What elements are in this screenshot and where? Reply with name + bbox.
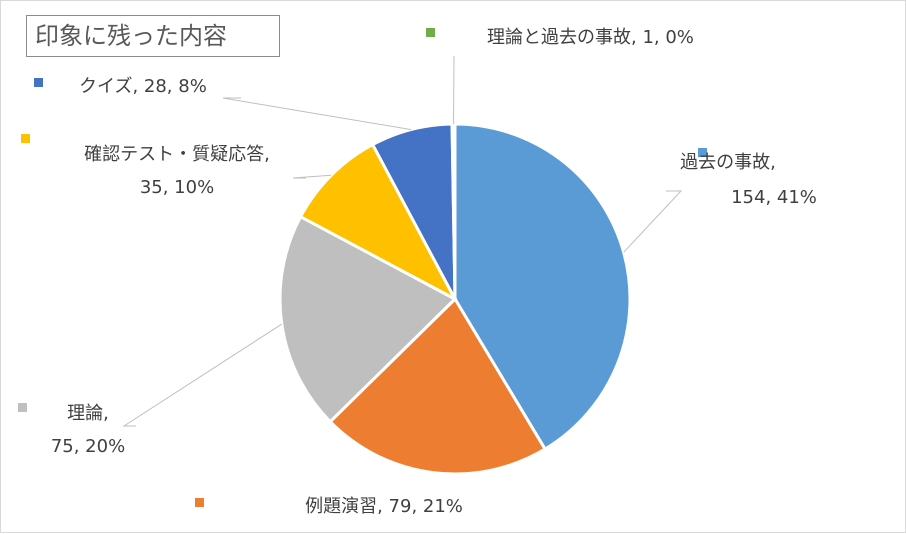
pie-slices — [280, 124, 630, 474]
data-label-value: 75, 20% — [51, 436, 125, 457]
leader-line — [223, 98, 411, 130]
data-label: クイズ, 28, 8% — [79, 76, 207, 97]
data-label-value: 154, 41% — [731, 187, 817, 208]
legend-key-marker — [34, 78, 43, 87]
legend-key-marker — [21, 134, 30, 143]
data-label-category: 理論, — [67, 403, 109, 424]
leader-line — [124, 324, 282, 426]
leader-line — [624, 191, 681, 252]
legend-key-marker — [426, 28, 435, 37]
data-label-category: 確認テスト・質疑応答, — [84, 144, 270, 165]
legend-key-marker — [195, 498, 204, 507]
data-label-category: 過去の事故, — [680, 152, 776, 173]
leader-line — [293, 175, 331, 178]
data-label: 例題演習, 79, 21% — [305, 496, 463, 517]
legend-key-marker — [18, 403, 27, 412]
data-label: 理論と過去の事故, 1, 0% — [487, 27, 694, 48]
data-label-value: 35, 10% — [140, 177, 214, 198]
